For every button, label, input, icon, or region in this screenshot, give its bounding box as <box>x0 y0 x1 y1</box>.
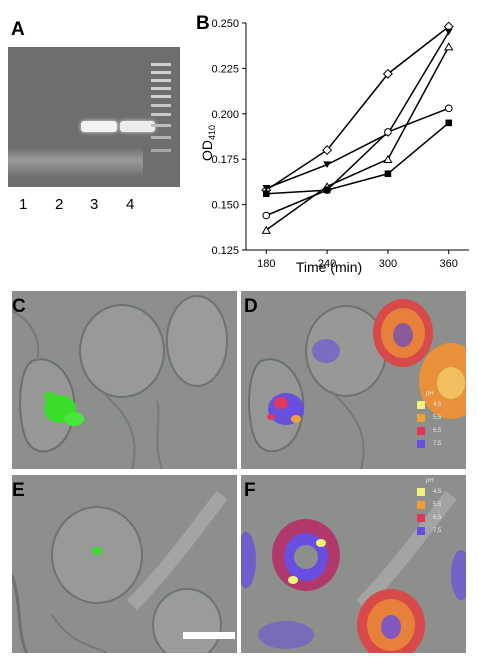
gfp-signal-e <box>92 547 102 555</box>
ph-value-label: 4,5 <box>433 401 442 408</box>
ph-swatch-7-5 <box>417 439 425 448</box>
agarose-gel-image <box>8 47 180 187</box>
micrograph-c-gfp <box>12 291 237 469</box>
chart-series-line-2 <box>266 31 450 189</box>
ph-value-label: 6,5 <box>433 514 442 521</box>
gel-smear <box>8 147 143 177</box>
chart-series-line-5 <box>266 122 450 195</box>
ph-value-label: 4,5 <box>433 488 442 495</box>
chart-x-axis-title: Time (min) <box>296 259 362 275</box>
chart-x-tick-label: 240 <box>318 258 336 270</box>
chart-y-tick-label: 0.200 <box>211 109 239 121</box>
chart-point-filled-square <box>323 186 331 194</box>
chart-y-axis-title: OD410 <box>199 125 217 161</box>
chart-point-filled-square <box>384 170 392 178</box>
chart-point-open-diamond <box>382 68 393 79</box>
ph-signal-d <box>267 393 304 425</box>
chart-point-filled-square <box>262 190 270 198</box>
panel-label-b: B <box>196 13 210 34</box>
chart-x-tick-label: 360 <box>440 258 458 270</box>
chart-y-tick-label: 0.225 <box>211 63 239 75</box>
ph-swatch-4-5 <box>417 400 425 409</box>
micrograph-d-ph-map <box>241 291 466 469</box>
gel-band-lane-4 <box>120 121 155 132</box>
ph-swatch-6-5 <box>417 513 425 522</box>
ph-swatch-6-5 <box>417 426 425 435</box>
gel-lane-label-1: 1 <box>19 196 28 213</box>
gel-band-lane-3 <box>81 121 117 132</box>
chart-point-filled-square <box>445 119 453 127</box>
chart-point-open-triangle <box>261 225 271 234</box>
chart-y-tick-label: 0.125 <box>211 245 239 257</box>
chart-x-tick-label: 180 <box>257 258 275 270</box>
gel-ladder <box>151 57 171 157</box>
ph-value-label: 5,5 <box>433 501 442 508</box>
ph-value-label: 6,5 <box>433 427 442 434</box>
panel-label-e: E <box>12 480 25 501</box>
od410-line-chart: 0.125 0.150 0.175 0.200 0.225 0.250 180 240 300 3… <box>199 18 469 275</box>
panel-label-f: F <box>244 480 256 501</box>
ph-swatch-7-5 <box>417 526 425 535</box>
ph-value-label: 5,5 <box>433 414 442 421</box>
ph-legend-title: pH <box>426 478 434 484</box>
ph-swatch-5-5 <box>417 413 425 422</box>
gel-lane-label-3: 3 <box>90 196 99 213</box>
chart-series-line-1 <box>265 26 450 191</box>
chart-series-line-4 <box>265 107 449 217</box>
chart-x-tick-label: 300 <box>379 258 397 270</box>
ph-swatch-5-5 <box>417 500 425 509</box>
chart-point-filled-triangle <box>262 184 271 192</box>
micrograph-f-ph-map <box>241 475 466 653</box>
chart-point-open-triangle <box>444 42 454 51</box>
ph-legend-d: pH 4,5 5,5 6,5 7,5 <box>417 390 461 450</box>
chart-point-open-circle <box>262 211 271 220</box>
gfp-signal-c <box>44 392 84 426</box>
ph-swatch-4-5 <box>417 487 425 496</box>
scale-bar <box>183 632 235 639</box>
chart-series-line-3 <box>265 46 450 231</box>
chart-point-filled-triangle <box>444 28 453 36</box>
ph-legend-title: pH <box>426 391 434 397</box>
chart-point-open-triangle <box>383 154 393 163</box>
panel-label-a: A <box>11 19 25 40</box>
gel-lane-label-4: 4 <box>126 196 135 213</box>
chart-point-open-diamond <box>322 145 333 156</box>
chart-y-tick-label: 0.150 <box>211 200 239 212</box>
chart-y-tick-label: 0.250 <box>211 18 239 30</box>
chart-point-filled-triangle <box>323 161 331 168</box>
gel-lane-label-2: 2 <box>55 196 64 213</box>
ph-value-label: 7,5 <box>433 527 442 534</box>
panel-label-d: D <box>244 296 258 317</box>
chart-point-open-circle <box>444 104 453 113</box>
chart-point-open-circle <box>384 128 392 136</box>
chart-y-tick-label: 0.175 <box>211 154 239 166</box>
ph-legend-f: pH 4,5 5,5 6,5 7,5 <box>417 477 461 537</box>
ph-value-label: 7,5 <box>433 440 442 447</box>
micrograph-e-gfp <box>12 475 237 653</box>
panel-label-c: C <box>12 296 26 317</box>
